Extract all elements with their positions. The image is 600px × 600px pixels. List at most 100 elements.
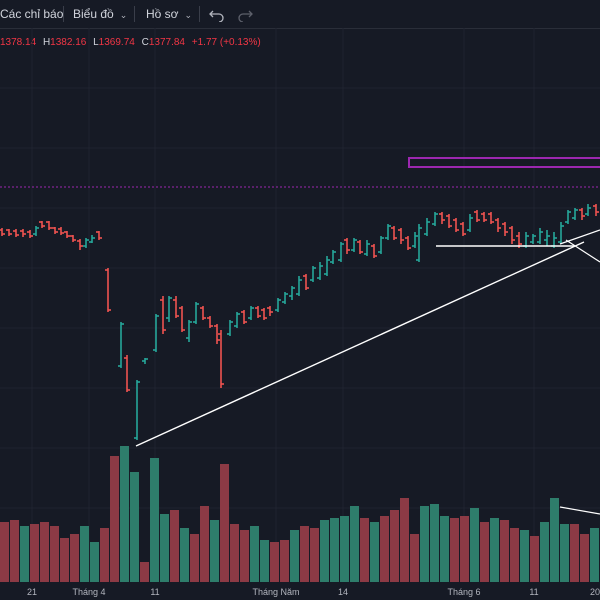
- ohlc-bar: [344, 238, 350, 254]
- ohlc-bar: [481, 212, 487, 222]
- volume-bar: [30, 524, 39, 582]
- close-value: 1377.84: [148, 37, 185, 48]
- ohlc-bar: [267, 306, 273, 316]
- ohlc-bar: [241, 310, 247, 324]
- ohlc-bar: [467, 214, 473, 232]
- ohlc-bar: [412, 232, 418, 248]
- volume-bar: [160, 514, 169, 582]
- ohlc-bar: [153, 314, 159, 352]
- volume-bar: [180, 528, 189, 582]
- ohlc-bar: [509, 226, 515, 244]
- ohlc-bars: [0, 204, 599, 440]
- volume-bar: [270, 542, 279, 582]
- fan-line: [565, 239, 600, 263]
- low-label: L: [93, 37, 99, 48]
- close-label: C: [141, 37, 149, 48]
- ohlc-bar: [579, 208, 585, 220]
- ohlc-bar: [338, 242, 344, 262]
- ohlc-bar: [134, 380, 140, 440]
- volume-bar: [480, 522, 489, 582]
- redo-icon[interactable]: [236, 6, 254, 22]
- ohlc-bar: [64, 231, 70, 238]
- ohlc-bar: [227, 320, 233, 336]
- chart-grid: [0, 28, 600, 582]
- trend-line: [135, 241, 585, 447]
- time-axis-label: Tháng Năm: [252, 587, 299, 597]
- profile-dropdown[interactable]: Hồ sơ ⌄: [146, 6, 192, 22]
- volume-bar: [250, 526, 259, 582]
- change-value: +1.77 (+0.13%): [191, 37, 261, 48]
- volume-bar: [380, 516, 389, 582]
- volume-bar: [360, 518, 369, 582]
- ohlc-bar: [193, 302, 199, 324]
- volume-bar: [190, 534, 199, 582]
- volume-bar: [400, 498, 409, 582]
- ohlc-bar: [385, 224, 391, 240]
- ohlc-bar: [20, 229, 26, 237]
- ohlc-bar: [33, 226, 39, 236]
- volume-bar: [520, 530, 529, 582]
- ohlc-bar: [77, 239, 83, 250]
- time-axis-label: 20: [590, 587, 600, 597]
- volume-bar: [50, 526, 59, 582]
- volume-bar: [280, 540, 289, 582]
- volume-bar: [500, 520, 509, 582]
- ohlc-bar: [261, 308, 267, 320]
- time-axis-label: 21: [27, 587, 37, 597]
- volume-bar: [80, 526, 89, 582]
- low-value: 1369.74: [98, 37, 135, 48]
- volume-bar: [420, 506, 429, 582]
- ohlc-bar: [296, 276, 302, 296]
- volume-bar: [370, 522, 379, 582]
- volume-bar: [430, 504, 439, 582]
- ohlc-bar: [218, 330, 224, 388]
- volume-bar: [580, 534, 589, 582]
- ohlc-bar: [537, 228, 543, 244]
- volume-bar: [320, 520, 329, 582]
- ohlc-bar: [173, 296, 179, 318]
- drawings-layer[interactable]: [0, 157, 600, 515]
- volume-bar: [300, 526, 309, 582]
- ohlc-bar: [105, 268, 111, 312]
- volume-bar: [340, 516, 349, 582]
- time-axis: 21 Tháng 4 11 Tháng Năm 14 Tháng 6 11 20: [27, 587, 600, 597]
- undo-icon[interactable]: [208, 6, 226, 22]
- ohlc-bar: [371, 244, 377, 258]
- ohlc-bar: [324, 256, 330, 276]
- ohlc-bar: [460, 222, 466, 236]
- ohlc-bar: [282, 292, 288, 304]
- toolbar-divider: [63, 6, 64, 22]
- ohlc-bar: [6, 229, 12, 236]
- time-axis-label: 11: [529, 587, 538, 597]
- ohlc-bar: [565, 210, 571, 224]
- ohlc-bar: [39, 221, 45, 228]
- indicators-button[interactable]: Các chỉ báo: [0, 6, 63, 22]
- ohlc-bar: [303, 274, 309, 290]
- ohlc-bar: [424, 218, 430, 236]
- volume-bar: [560, 524, 569, 582]
- ohlc-bar: [474, 210, 480, 222]
- volume-bar: [100, 528, 109, 582]
- ohlc-bar: [432, 212, 438, 226]
- ohlc-bar: [330, 250, 336, 264]
- volume-bar: [590, 528, 599, 582]
- chevron-down-icon: ⌄: [184, 10, 193, 20]
- time-axis-label: 14: [338, 587, 348, 597]
- ohlc-bar: [58, 227, 64, 235]
- volume-bar: [20, 526, 29, 582]
- open-value: 1378.14: [0, 37, 37, 48]
- volume-bar: [40, 522, 49, 582]
- volume-bar: [540, 522, 549, 582]
- ohlc-bar: [52, 227, 58, 234]
- toolbar-divider: [199, 6, 200, 22]
- chart-type-dropdown[interactable]: Biểu đồ ⌄: [73, 6, 127, 22]
- high-label: H: [42, 37, 51, 48]
- ohlc-bar: [357, 240, 363, 254]
- chevron-down-icon: ⌄: [119, 10, 128, 20]
- ohlc-bar: [317, 262, 323, 280]
- volume-bar: [60, 538, 69, 582]
- volume-bar: [240, 530, 249, 582]
- volume-bar: [570, 524, 579, 582]
- ohlc-bar: [166, 296, 172, 322]
